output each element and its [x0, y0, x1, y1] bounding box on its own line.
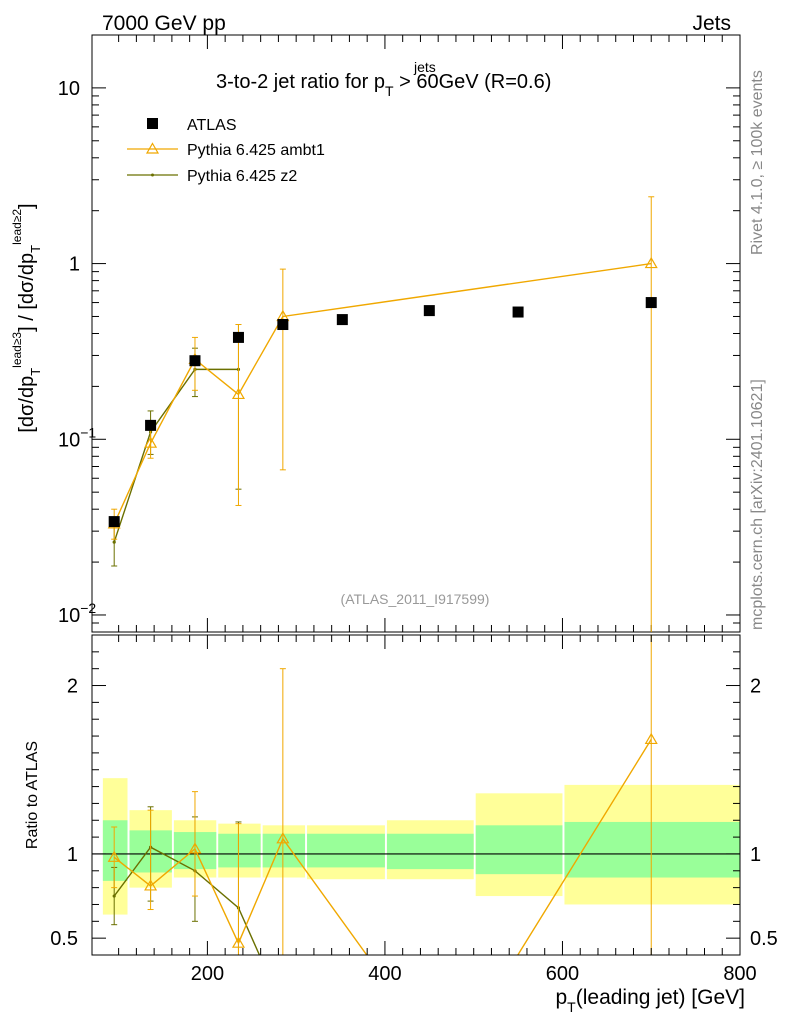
atlas-point: [108, 516, 120, 528]
mcplots-label: mcplots.cern.ch [arXiv:2401.10621]: [749, 379, 766, 630]
xlabel-rest: (leading jet) [GeV]: [576, 986, 745, 1009]
legend-z2-label: Pythia 6.425 z2: [187, 168, 297, 185]
ambt1-ratio-point: [144, 879, 158, 891]
atlas-uncertainty-band-inner: [262, 833, 306, 868]
ylabel-separator: /: [16, 310, 38, 327]
ylabel-part-3: [dσ/dp: [16, 253, 38, 310]
y-tick-label-ratio-left: 0.5: [50, 928, 78, 950]
chart-title: 3-to-2 jet ratio for pT > 60GeV (R=0.6) …: [216, 59, 551, 99]
jets-label: Jets: [692, 12, 731, 35]
legend: ATLAS Pythia 6.425 ambt1 Pythia 6.425 z2: [127, 117, 325, 185]
collision-energy-label: 7000 GeV pp: [102, 12, 226, 35]
analysis-id: (ATLAS_2011_I917599): [341, 591, 490, 607]
x-axis-label: pT(leading jet) [GeV]: [555, 986, 745, 1015]
ylabel-part-1: [dσ/dp: [16, 376, 38, 433]
atlas-point: [336, 314, 348, 326]
ambt1-ratio-point: [188, 842, 202, 854]
xlabel-main: p: [555, 986, 567, 1009]
y-tick-label-main: 10−1: [58, 424, 96, 451]
x-tick-label: 800: [723, 963, 756, 985]
x-tick-label: 600: [546, 963, 579, 985]
atlas-point: [423, 305, 435, 317]
y-tick-label-exponent: −1: [80, 424, 96, 440]
legend-ambt1-marker: [145, 142, 160, 154]
x-tick-label: 200: [191, 963, 224, 985]
y-tick-label-base: 10: [58, 605, 80, 627]
y-tick-label-ratio-right: 0.5: [750, 928, 778, 950]
legend-ambt1-label: Pythia 6.425 ambt1: [187, 142, 325, 159]
atlas-point: [145, 419, 157, 431]
atlas-uncertainty-band-inner: [475, 825, 563, 875]
atlas-uncertainty-band-inner: [386, 833, 474, 870]
ylabel-sub-2: T: [28, 245, 43, 253]
ylabel-part-2: ]: [16, 326, 38, 332]
atlas-point: [512, 306, 524, 318]
ratio-axis-ticks: 200 400 600 800 0.5 0.5 1 1 2 2: [50, 634, 778, 985]
atlas-point: [645, 297, 657, 309]
atlas-point: [277, 319, 289, 331]
ratio-panel: 200 400 600 800 0.5 0.5 1 1 2 2 Ratio to ATLAS: [24, 634, 778, 985]
title-subscript: T: [385, 83, 394, 99]
ylabel-sup-2: lead≥2: [10, 209, 24, 245]
ratio-data-marks: [107, 635, 658, 955]
ambt1-ratio-point: [276, 832, 290, 844]
ambt1-series-line: [113, 262, 652, 525]
y-tick-label-exponent: −2: [80, 600, 96, 616]
legend-atlas-marker: [147, 118, 158, 129]
atlas-point: [189, 355, 201, 367]
ratio-frame: [91, 634, 741, 956]
ambt1-ratio-line: [113, 739, 652, 955]
y-tick-label-ratio-left: 2: [67, 676, 78, 698]
legend-atlas-label: ATLAS: [187, 117, 237, 134]
ylabel-sub-1: T: [28, 368, 43, 376]
title-text: 3-to-2 jet ratio for p: [216, 71, 385, 93]
rivet-version-label: Rivet 4.1.0, ≥ 100k events: [749, 70, 766, 255]
y-tick-label-main: 1: [69, 254, 80, 276]
ylabel-sup-1: lead≥3: [10, 332, 24, 368]
y-tick-label-main: 10−2: [58, 600, 96, 627]
xlabel-subscript: T: [567, 999, 576, 1015]
z2-point: [112, 540, 116, 544]
ambt1-ratio-point: [231, 936, 246, 948]
main-data-marks: [107, 196, 658, 632]
y-tick-label-main: 10: [58, 78, 80, 100]
y-tick-label-ratio-left: 1: [67, 844, 78, 866]
ratio-clipped-group: [107, 635, 658, 955]
ratio-bands: [92, 778, 740, 915]
atlas-uncertainty-band-inner: [564, 821, 740, 878]
legend-z2-marker: [151, 173, 154, 177]
atlas-uncertainty-band-inner: [307, 833, 385, 868]
x-tick-label: 400: [368, 963, 401, 985]
z2-ratio-point: [112, 894, 116, 898]
ratio-y-axis-label: Ratio to ATLAS: [24, 741, 41, 849]
ambt1-point: [144, 436, 158, 448]
title-rest: > 60GeV (R=0.6): [394, 71, 552, 93]
ambt1-ratio-point: [107, 850, 121, 862]
y-tick-label-ratio-right: 2: [750, 676, 761, 698]
main-y-axis-label: [dσ/dpTlead≥3] / [dσ/dpTlead≥2]: [10, 203, 43, 432]
ambt1-point: [644, 256, 658, 269]
atlas-uncertainty-band-inner: [102, 820, 128, 881]
title-superscript: jets: [413, 59, 436, 75]
atlas-point: [232, 331, 244, 343]
ambt1-point: [231, 387, 246, 400]
ambt1-ratio-point: [644, 732, 658, 745]
y-tick-label-ratio-right: 1: [750, 844, 761, 866]
ylabel-part-4: ]: [16, 203, 38, 209]
y-tick-label-base: 10: [58, 429, 80, 451]
title-main: 3-to-2 jet ratio for pT > 60GeV (R=0.6): [216, 71, 551, 99]
atlas-uncertainty-band-inner: [218, 833, 261, 868]
